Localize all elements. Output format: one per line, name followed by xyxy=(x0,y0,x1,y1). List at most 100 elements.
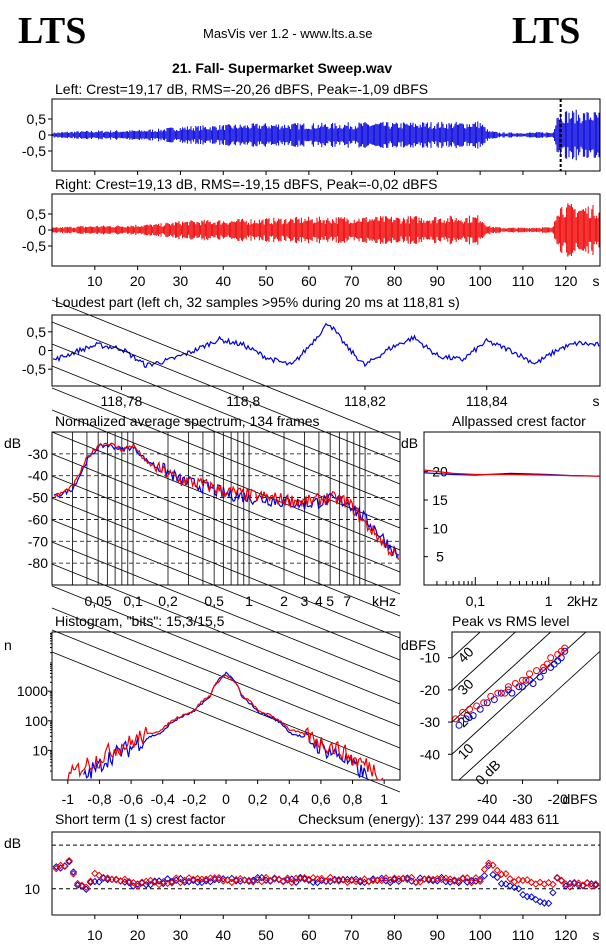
short-term-xtick-label: s xyxy=(593,927,600,943)
peak-rms-point xyxy=(487,692,495,700)
loudest-xtick-label: 118,82 xyxy=(344,393,386,409)
short-term-point xyxy=(168,879,176,887)
right-waveform-series xyxy=(52,203,600,257)
spectrum-xtick-label: 2 xyxy=(280,593,288,609)
peak-rms-point xyxy=(508,689,516,697)
loudest-frame xyxy=(51,314,601,387)
short-term-xtick-label: 20 xyxy=(130,927,146,943)
peak-rms-xtick-label: -20 xyxy=(548,791,568,807)
short-term-point xyxy=(472,874,480,882)
spectrum-slope-line xyxy=(51,629,401,771)
peak-rms-point xyxy=(473,702,481,710)
loudest-xtick-label: 118,78 xyxy=(101,393,143,409)
peak-rms-diagonal xyxy=(458,650,600,780)
right-waveform-xtick-label: 110 xyxy=(512,273,535,289)
short-term-point xyxy=(318,874,326,883)
peak-rms-point xyxy=(554,657,562,665)
peak-rms-ylabel: dBFS xyxy=(401,637,436,653)
short-term-point xyxy=(519,890,527,899)
right-waveform-xtick-label: 60 xyxy=(301,273,317,289)
short-term-xtick-label: 70 xyxy=(344,927,360,943)
spectrum-xtick-label: 1 xyxy=(245,593,253,609)
peak-rms-point xyxy=(462,715,470,723)
short-term-point xyxy=(382,874,390,882)
short-term-point xyxy=(592,880,600,888)
peak-rms-point xyxy=(490,696,498,704)
short-term-point xyxy=(78,882,86,890)
short-term-point xyxy=(253,876,262,884)
short-term-ylabel: dB xyxy=(4,835,21,851)
histogram-series xyxy=(67,674,384,781)
spectrum-ytick-label: -60 xyxy=(28,511,48,527)
allpass-frame xyxy=(423,431,601,586)
peak-rms-point xyxy=(533,667,541,675)
loudest-ytick-label: 0 xyxy=(38,343,46,359)
spectrum-slope-line xyxy=(51,387,401,529)
short-term-point xyxy=(146,881,155,889)
short-term-point xyxy=(514,876,523,884)
short-term-point xyxy=(270,874,279,882)
peak-rms-point xyxy=(561,644,569,652)
short-term-point xyxy=(489,870,497,879)
histogram-series xyxy=(83,671,368,780)
peak-rms-point xyxy=(547,663,555,671)
short-term-point xyxy=(437,873,446,882)
loudest-ytick-label: -0,5 xyxy=(22,361,46,377)
peak-rms-point xyxy=(557,654,565,662)
short-term-point xyxy=(288,878,296,887)
short-term-point xyxy=(536,878,544,886)
peak-rms-point xyxy=(466,705,474,713)
spectrum-slope-line xyxy=(51,365,401,507)
loudest-xtick-label: s xyxy=(593,393,600,409)
loudest-title: Loudest part (left ch, 32 samples >95% d… xyxy=(55,294,460,310)
peak-rms-diagonal-label: 30 xyxy=(454,676,476,698)
short-term-point xyxy=(433,874,442,883)
short-term-xtick-label: 100 xyxy=(468,927,492,943)
spectrum-ytick-label: -80 xyxy=(28,555,48,571)
peak-rms-point xyxy=(526,670,534,678)
spectrum-slope-line xyxy=(51,299,401,441)
short-term-point xyxy=(369,875,377,883)
loudest-ytick-label: 0,5 xyxy=(27,324,47,340)
short-term-point xyxy=(91,869,99,878)
short-term-point xyxy=(506,875,514,883)
peak-rms-ytick-label: -30 xyxy=(420,714,440,730)
short-term-point xyxy=(425,874,433,883)
short-term-point xyxy=(502,880,510,888)
short-term-point xyxy=(407,873,416,882)
right-waveform-xtick-label: 90 xyxy=(430,273,446,289)
spectrum-slope-line xyxy=(51,563,401,705)
short-term-xtick-label: 30 xyxy=(173,927,189,943)
short-term-point xyxy=(103,874,112,882)
short-term-frame xyxy=(51,831,601,916)
allpass-ytick-label: 15 xyxy=(432,492,448,508)
spectrum-xtick-label: kHz xyxy=(372,593,396,609)
short-term-point xyxy=(228,878,236,887)
short-term-point xyxy=(151,878,159,886)
short-term-point xyxy=(442,874,450,882)
short-term-point xyxy=(544,899,553,908)
peak-rms-point xyxy=(529,679,537,687)
peak-rms-diagonal xyxy=(452,632,552,723)
short-term-point xyxy=(553,873,561,882)
spectrum-ylabel: dB xyxy=(4,435,21,451)
short-term-point xyxy=(193,874,202,883)
short-term-point xyxy=(95,871,103,880)
right-waveform-ytick-label: 0,5 xyxy=(27,206,47,222)
allpass-series xyxy=(423,469,601,477)
short-term-xtick-label: 60 xyxy=(301,927,317,943)
peak-rms-diagonal-label: 10 xyxy=(454,740,476,762)
short-term-point xyxy=(489,861,497,869)
short-term-point xyxy=(86,877,95,885)
short-term-point xyxy=(467,878,476,887)
spectrum-slope-line xyxy=(51,607,401,749)
short-term-point xyxy=(390,874,399,882)
histogram-xtick-label: -0,4 xyxy=(151,791,175,807)
short-term-point xyxy=(446,875,454,883)
short-term-point xyxy=(155,880,163,889)
short-term-point xyxy=(163,875,172,883)
checksum-text: Checksum (energy): 137 299 044 483 611 xyxy=(298,811,560,827)
spectrum-ytick-label: -30 xyxy=(28,446,48,462)
allpass-ytick-label: 10 xyxy=(432,520,448,536)
allpass-xtick-label: 2 xyxy=(567,593,575,609)
